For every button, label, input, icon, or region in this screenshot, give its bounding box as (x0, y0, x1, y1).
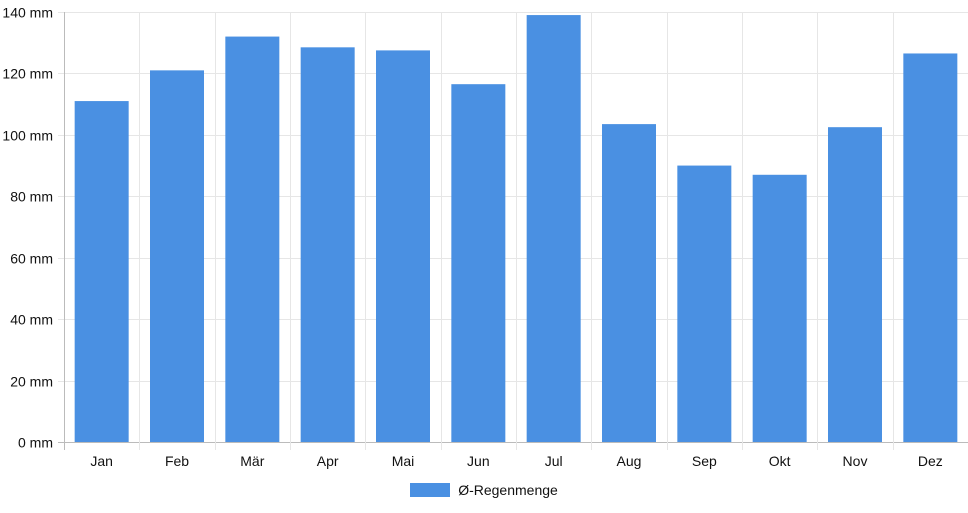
x-tick-label: Sep (692, 453, 717, 469)
bar[interactable] (74, 101, 129, 443)
x-tick-label: Mai (392, 453, 415, 469)
bar[interactable] (300, 47, 355, 442)
x-tick-label: Okt (769, 453, 791, 469)
y-tick-label: 140 mm (2, 5, 53, 21)
x-tick-label: Jun (467, 453, 490, 469)
bar[interactable] (225, 36, 280, 442)
x-tick-label: Nov (843, 453, 868, 469)
legend-label: Ø-Regenmenge (458, 482, 558, 498)
x-tick-label: Jan (90, 453, 113, 469)
y-tick-labels: 0 mm 20 mm 40 mm 60 mm 80 mm 100 mm 120 mm 140 … (2, 5, 53, 451)
bar[interactable] (752, 174, 807, 443)
y-tick-label: 100 mm (2, 128, 53, 144)
y-tick-label: 0 mm (18, 435, 53, 451)
legend[interactable]: Ø-Regenmenge (0, 480, 968, 500)
x-tick-label: Dez (918, 453, 943, 469)
bar[interactable] (451, 84, 506, 442)
x-tick-label: Jul (545, 453, 563, 469)
bar[interactable] (903, 53, 958, 442)
bar[interactable] (602, 124, 656, 442)
y-tick-label: 60 mm (10, 251, 53, 267)
bar[interactable] (526, 15, 581, 442)
x-tick-label: Mär (240, 453, 264, 469)
bar[interactable] (150, 70, 204, 442)
bar[interactable] (376, 50, 430, 443)
grid-lines (58, 12, 968, 450)
x-tick-label: Aug (617, 453, 642, 469)
y-tick-label: 40 mm (10, 312, 53, 328)
bars (74, 15, 958, 443)
x-tick-labels: Jan Feb Mär Apr Mai Jun Jul Aug Sep Okt Nov Dez (90, 453, 942, 469)
bar[interactable] (677, 165, 732, 443)
x-tick-label: Feb (165, 453, 189, 469)
x-tick-label: Apr (317, 453, 339, 469)
y-tick-label: 120 mm (2, 66, 53, 82)
legend-swatch (410, 483, 451, 497)
bar[interactable] (828, 127, 882, 442)
y-tick-label: 20 mm (10, 374, 53, 390)
y-tick-label: 80 mm (10, 189, 53, 205)
